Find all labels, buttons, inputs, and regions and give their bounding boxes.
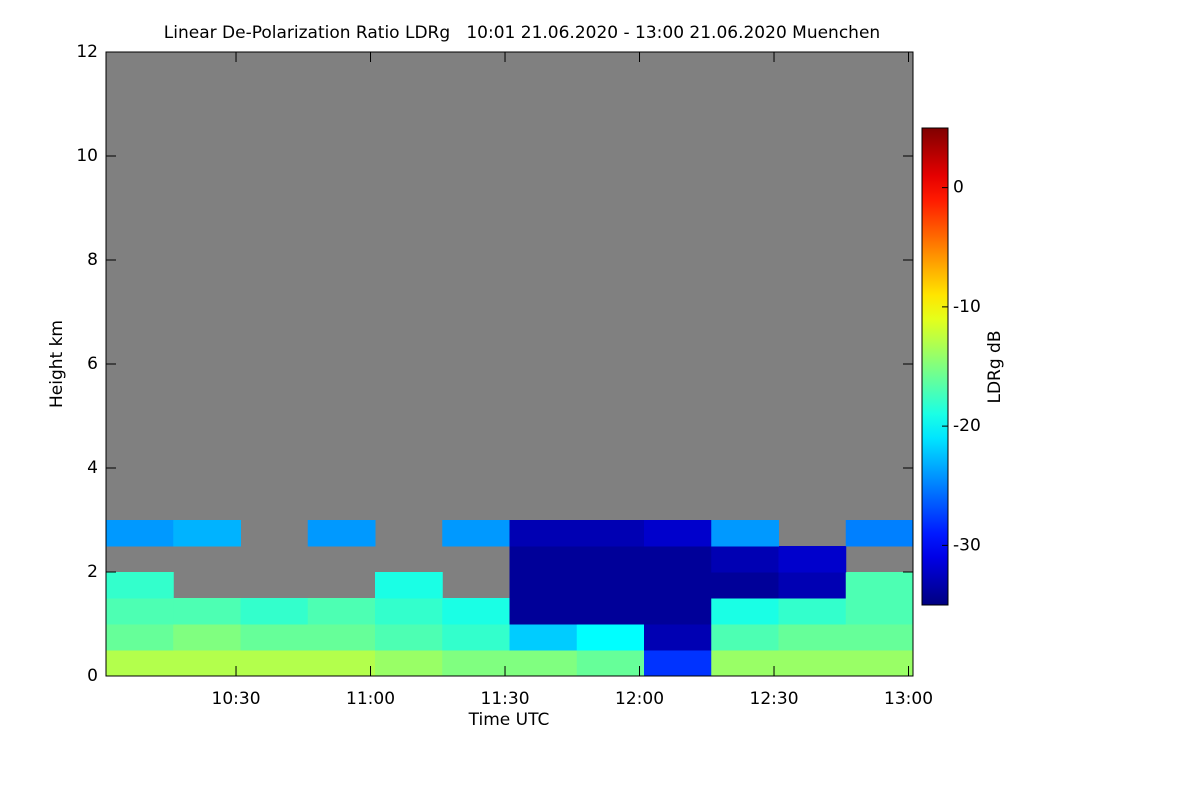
heatmap-cell [106, 598, 174, 625]
y-tick-label: 6 [87, 354, 98, 374]
y-tick-label: 0 [87, 666, 98, 686]
heatmap-cell [173, 598, 241, 625]
heatmap-cell [307, 520, 376, 547]
heatmap-cell [240, 624, 309, 651]
y-tick-label: 12 [76, 42, 98, 62]
x-axis-label: Time UTC [468, 710, 550, 730]
x-tick-label: 11:30 [481, 689, 530, 709]
y-tick-label: 2 [87, 562, 98, 582]
heatmap-cell [442, 520, 510, 547]
x-tick-label: 13:00 [884, 689, 933, 709]
heatmap-cell [845, 572, 914, 599]
heatmap-cell [711, 624, 779, 651]
heatmap-cell [576, 546, 645, 573]
heatmap-cell [173, 520, 241, 547]
heatmap-cell [307, 650, 376, 677]
colorbar-label: LDRg dB [985, 330, 1005, 403]
heatmap-cell [509, 546, 578, 573]
heatmap-cell [375, 650, 443, 677]
heatmap-cell [711, 598, 779, 625]
x-tick-label: 12:00 [615, 689, 664, 709]
x-tick-label: 11:00 [346, 689, 395, 709]
heatmap-cell [778, 546, 847, 573]
heatmap-cell [442, 650, 510, 677]
heatmap-cell [240, 598, 309, 625]
heatmap-cell [644, 598, 712, 625]
heatmap-cell [442, 598, 510, 625]
heatmap-cell [106, 520, 174, 547]
heatmap-cell [576, 520, 645, 547]
heatmap-cell [442, 624, 510, 651]
y-axis-label: Height km [47, 320, 67, 408]
heatmap-cell [375, 624, 443, 651]
heatmap-cell [644, 650, 712, 677]
heatmap-cell [106, 572, 174, 599]
heatmap-cell [778, 650, 847, 677]
heatmap-cell [711, 520, 779, 547]
colorbar-tick-label: 0 [953, 178, 964, 198]
heatmap-cell [778, 572, 847, 599]
heatmap-cell [509, 650, 578, 677]
heatmap-cell [173, 624, 241, 651]
heatmap-cell [711, 546, 779, 573]
colorbar-tick-label: -30 [953, 535, 981, 555]
heatmap-cell [576, 650, 645, 677]
heatmap-cell [644, 520, 712, 547]
heatmap-cell [576, 572, 645, 599]
heatmap-cell [711, 572, 779, 599]
y-tick-label: 8 [87, 250, 98, 270]
heatmap-cell [576, 624, 645, 651]
colorbar-tick-label: -10 [953, 297, 981, 317]
heatmap-cell [509, 624, 578, 651]
heatmap-cell [106, 650, 174, 677]
heatmap-cell [711, 650, 779, 677]
heatmap-cell [307, 624, 376, 651]
colorbar [921, 127, 949, 606]
heatmap-cell [644, 546, 712, 573]
x-tick-label: 10:30 [212, 689, 261, 709]
y-tick-label: 4 [87, 458, 98, 478]
heatmap-cell [845, 520, 914, 547]
heatmap-cell [509, 520, 578, 547]
heatmap-cell [509, 572, 578, 599]
heatmap-cell [173, 650, 241, 677]
heatmap-cell [509, 598, 578, 625]
heatmap-cell [106, 624, 174, 651]
heatmap-cell [375, 598, 443, 625]
y-tick-label: 10 [76, 146, 98, 166]
x-tick-label: 12:30 [750, 689, 799, 709]
heatmap-cell [845, 650, 914, 677]
colorbar-tick-label: -20 [953, 416, 981, 436]
heatmap-cell [845, 624, 914, 651]
chart-title: Linear De-Polarization Ratio LDRg 10:01 … [164, 23, 880, 43]
heatmap-cell [240, 650, 309, 677]
heatmap-cell [778, 624, 847, 651]
heatmap-cell [644, 624, 712, 651]
heatmap-cell [778, 598, 847, 625]
heatmap-cell [307, 598, 376, 625]
heatmap-cell [845, 598, 914, 625]
heatmap-cell [375, 572, 443, 599]
heatmap-cell [644, 572, 712, 599]
heatmap-cell [576, 598, 645, 625]
